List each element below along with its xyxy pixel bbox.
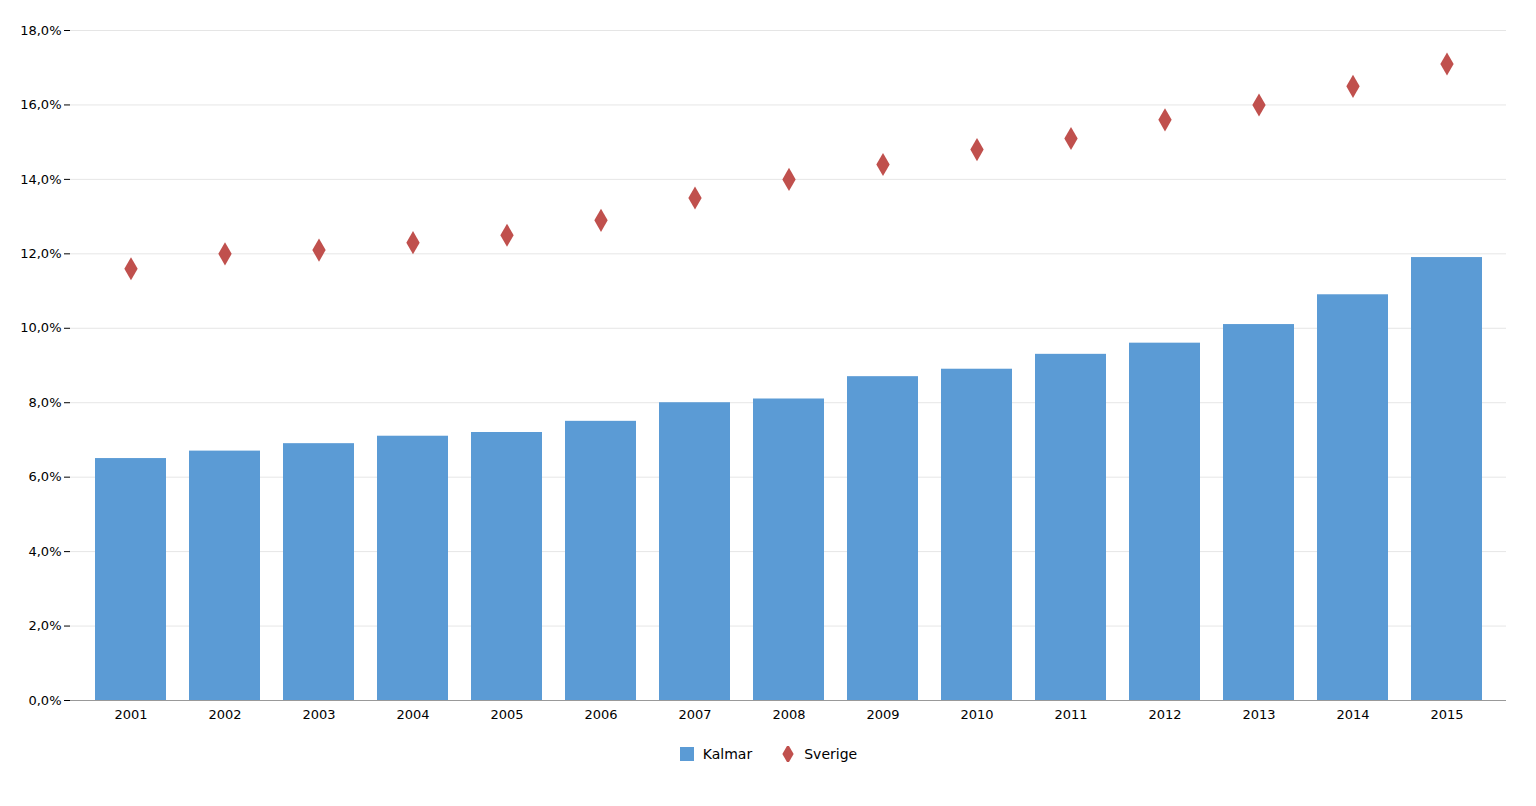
- svg-text:2001: 2001: [114, 707, 147, 722]
- svg-text:6,0%: 6,0%: [28, 469, 61, 484]
- svg-text:12,0%: 12,0%: [20, 246, 61, 261]
- svg-text:2011: 2011: [1054, 707, 1087, 722]
- svg-text:2006: 2006: [584, 707, 617, 722]
- svg-text:2013: 2013: [1242, 707, 1275, 722]
- svg-text:2015: 2015: [1430, 707, 1463, 722]
- svg-text:4,0%: 4,0%: [28, 544, 61, 559]
- svg-text:2,0%: 2,0%: [28, 618, 61, 633]
- svg-text:2009: 2009: [866, 707, 899, 722]
- svg-text:10,0%: 10,0%: [20, 320, 61, 335]
- svg-text:2004: 2004: [396, 707, 429, 722]
- svg-text:2002: 2002: [208, 707, 241, 722]
- svg-text:2003: 2003: [302, 707, 335, 722]
- svg-text:18,0%: 18,0%: [20, 23, 61, 38]
- svg-text:2007: 2007: [678, 707, 711, 722]
- html-text:Sverige: Sverige: [804, 746, 858, 762]
- svg-text:14,0%: 14,0%: [20, 172, 61, 187]
- svg-text:2008: 2008: [772, 707, 805, 722]
- svg-text:2014: 2014: [1336, 707, 1369, 722]
- svg-text:8,0%: 8,0%: [28, 395, 61, 410]
- svg-text:0,0%: 0,0%: [28, 693, 61, 708]
- svg-text:2010: 2010: [960, 707, 993, 722]
- svg-text:2012: 2012: [1148, 707, 1181, 722]
- svg-text:16,0%: 16,0%: [20, 97, 61, 112]
- html-text:Kalmar: Kalmar: [702, 746, 753, 762]
- svg-text:2005: 2005: [490, 707, 523, 722]
